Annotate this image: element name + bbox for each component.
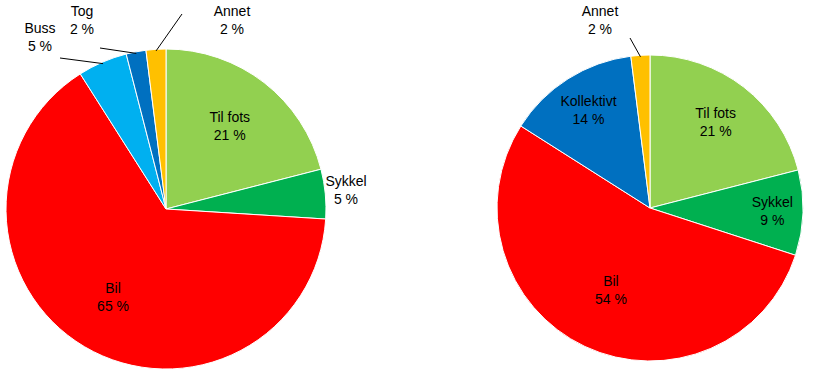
slice-label: Annet	[582, 3, 619, 19]
leader-line	[630, 38, 640, 57]
slice-label: Tog	[71, 3, 94, 19]
slice-label: Sykkel	[325, 173, 366, 189]
slice-label: Annet	[214, 3, 251, 19]
slice-label: Bil	[105, 280, 121, 296]
pie-slice	[146, 49, 166, 209]
slice-label: Til fots	[209, 109, 250, 125]
slice-label: Buss	[24, 20, 55, 36]
pie	[497, 55, 803, 361]
slice-value: 9 %	[760, 212, 784, 228]
slice-label: Kollektivt	[560, 93, 616, 109]
pie-slice	[521, 56, 650, 208]
slice-value: 5 %	[28, 38, 52, 54]
data-labels: Til fots 21 % Sykkel 9 % Bil 54 % Kollektivt 14…	[560, 3, 792, 307]
slice-value: 2 %	[70, 21, 94, 37]
slice-value: 21 %	[700, 123, 732, 139]
leader-line	[100, 48, 136, 53]
pie-slice	[631, 55, 650, 208]
slice-label: Sykkel	[752, 194, 793, 210]
slice-value: 5 %	[334, 191, 358, 207]
slice-value: 21 %	[214, 127, 246, 143]
slice-value: 2 %	[220, 21, 244, 37]
slice-value: 2 %	[588, 21, 612, 37]
data-labels: Til fots 21 % Sykkel 5 % Bil 65 % Buss 5 % Tog 2 …	[24, 3, 366, 315]
slice-value: 14 %	[573, 111, 605, 127]
slice-label: Bil	[603, 273, 619, 289]
slice-label: Til fots	[695, 105, 736, 121]
leader-line	[156, 14, 182, 51]
leader-line	[60, 58, 103, 64]
chart-canvas: Til fots 21 % Sykkel 5 % Bil 65 % Buss 5 % Tog 2 …	[0, 0, 818, 371]
slice-value: 54 %	[595, 291, 627, 307]
pie	[6, 49, 326, 369]
slice-value: 65 %	[97, 298, 129, 314]
